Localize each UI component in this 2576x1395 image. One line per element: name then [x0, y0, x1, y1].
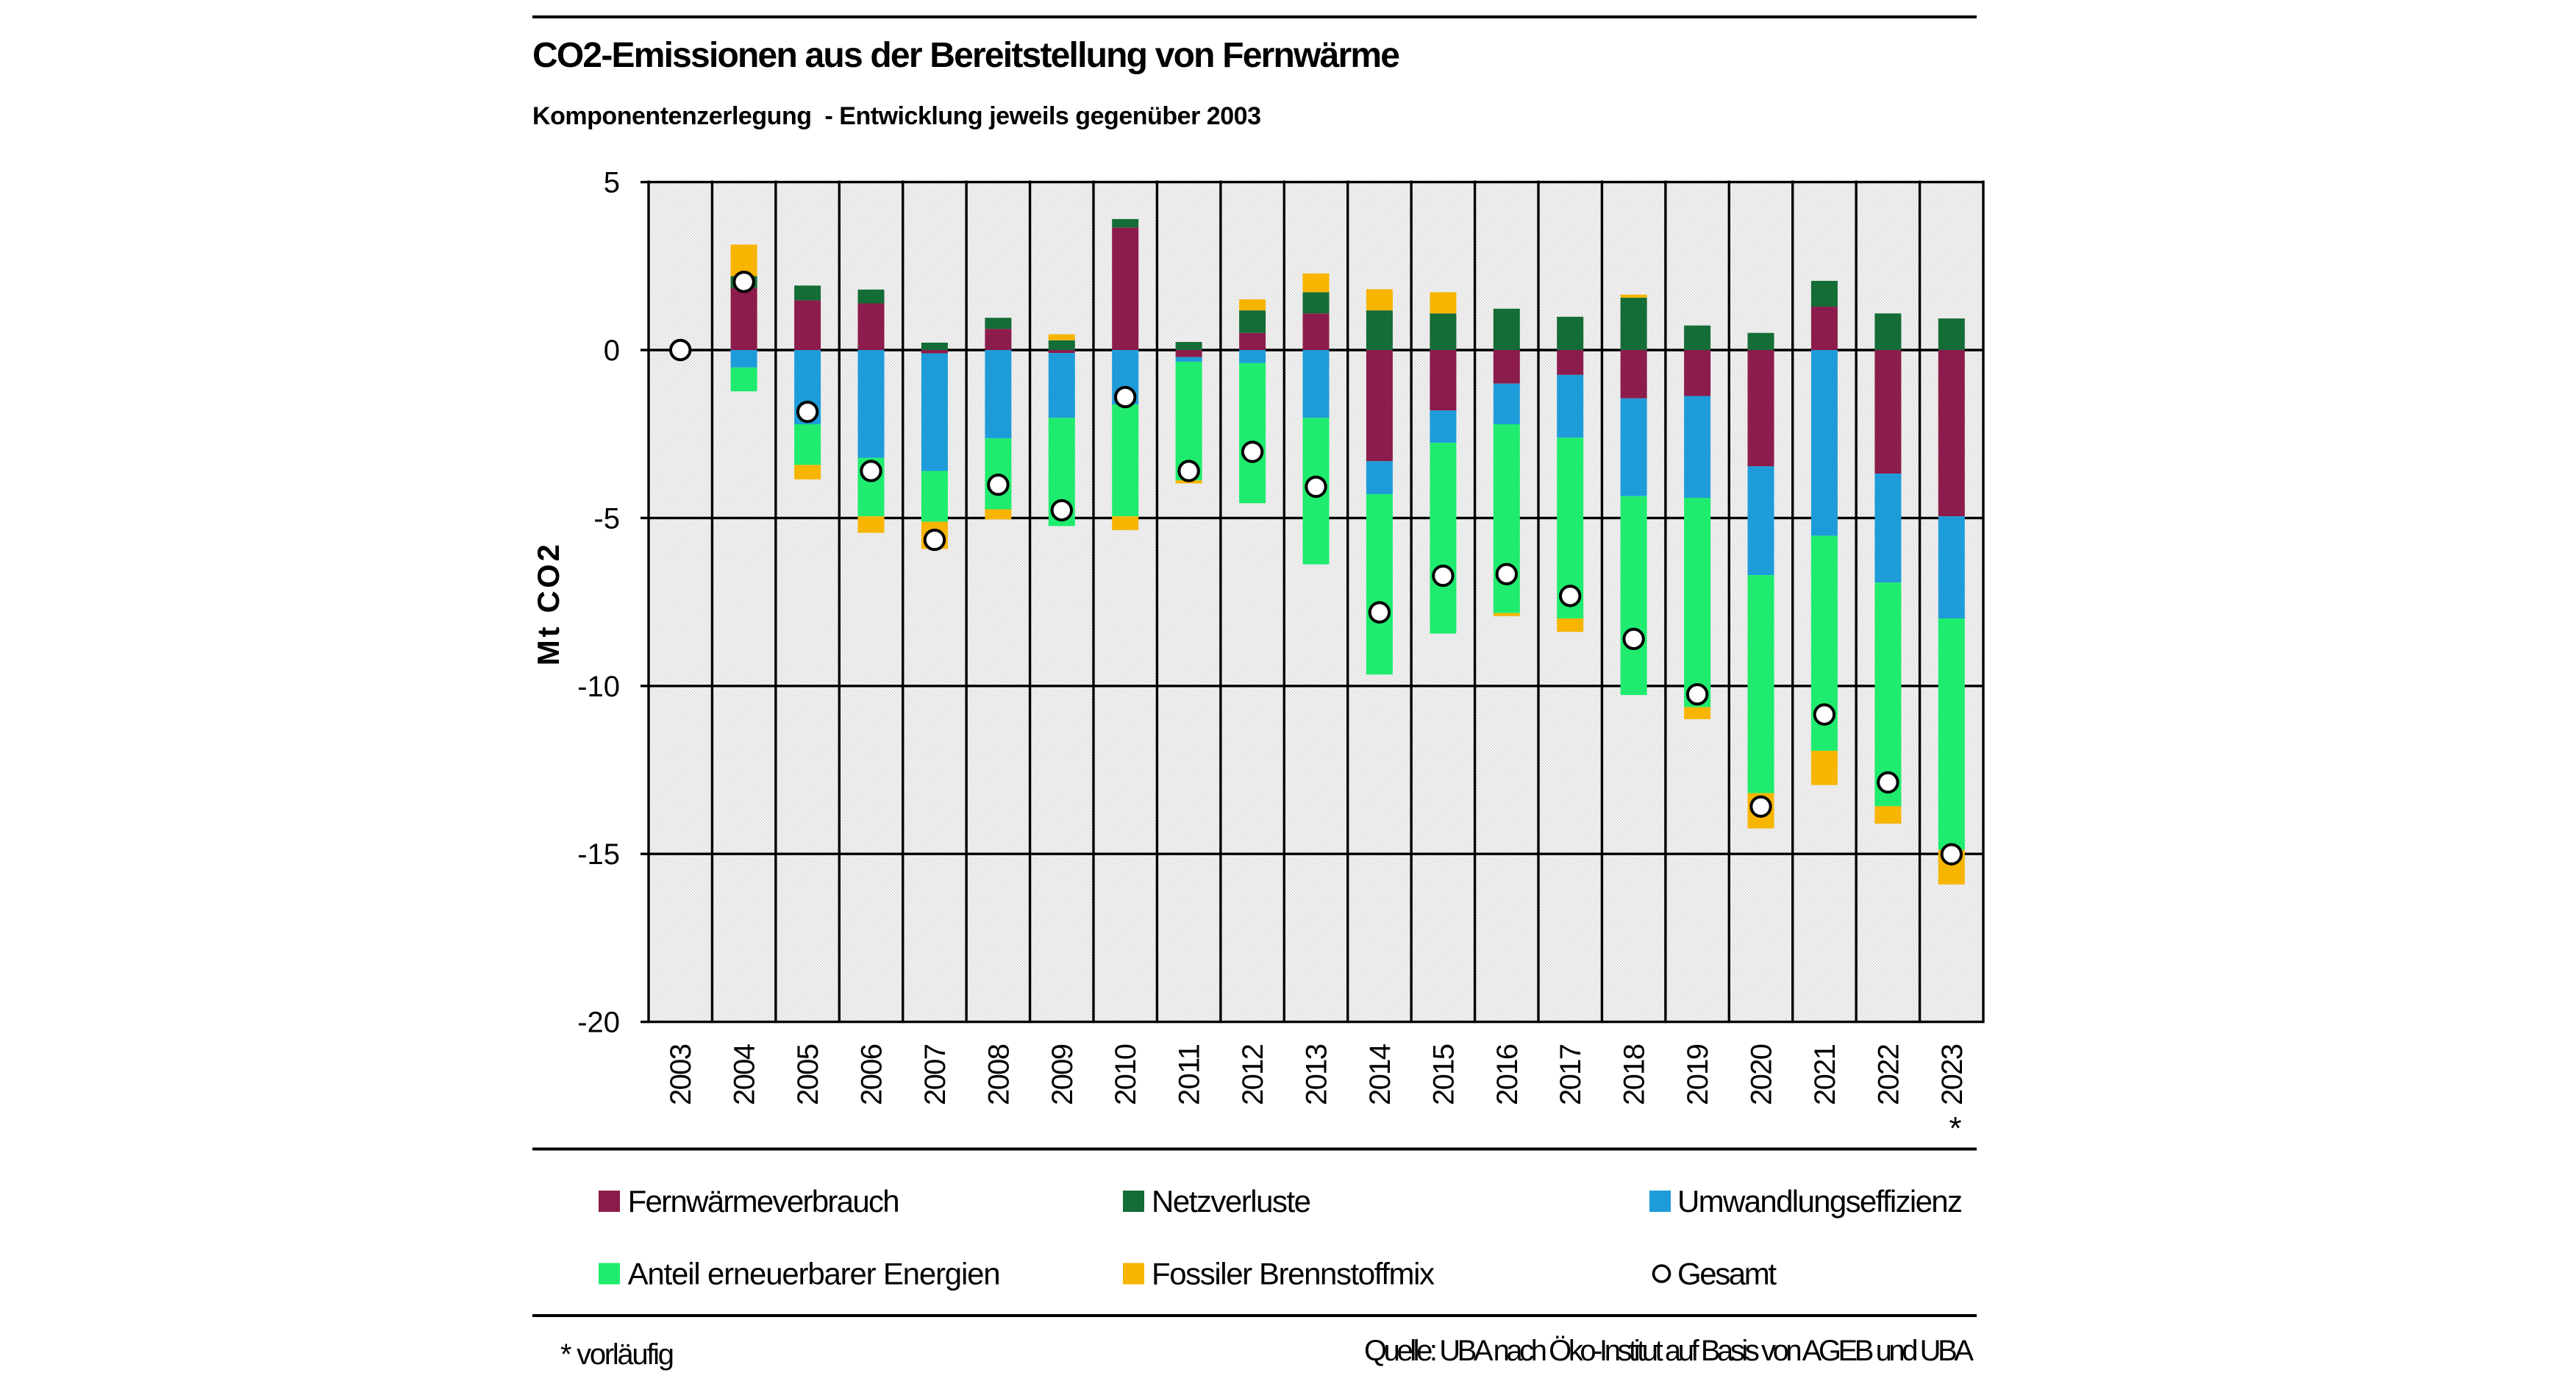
svg-text:2011: 2011: [1174, 1043, 1206, 1105]
svg-text:Fernwärmeverbrauch: Fernwärmeverbrauch: [628, 1184, 900, 1219]
svg-text:Netzverluste: Netzverluste: [1152, 1184, 1311, 1219]
svg-text:Mt CO2: Mt CO2: [531, 544, 565, 666]
svg-text:0: 0: [604, 335, 620, 367]
svg-text:2021: 2021: [1809, 1043, 1841, 1105]
svg-text:2009: 2009: [1046, 1043, 1079, 1105]
svg-text:2010: 2010: [1110, 1043, 1142, 1105]
svg-text:Quelle: UBA nach Öko-Institut: Quelle: UBA nach Öko-Institut auf Basis …: [1364, 1335, 1974, 1367]
svg-text:2005: 2005: [792, 1043, 824, 1105]
svg-text:-5: -5: [593, 502, 620, 535]
svg-text:2017: 2017: [1555, 1043, 1587, 1105]
svg-text:Anteil erneuerbarer Energien: Anteil erneuerbarer Energien: [628, 1257, 1001, 1291]
svg-text:2008: 2008: [982, 1043, 1015, 1105]
svg-text:2019: 2019: [1682, 1043, 1714, 1105]
svg-text:-15: -15: [577, 838, 620, 871]
svg-text:2022: 2022: [1872, 1043, 1905, 1105]
svg-text:2004: 2004: [729, 1043, 761, 1105]
svg-text:2015: 2015: [1427, 1043, 1460, 1105]
svg-text:5: 5: [604, 167, 620, 199]
svg-text:2016: 2016: [1491, 1043, 1524, 1105]
svg-text:Umwandlungseffizienz: Umwandlungseffizienz: [1677, 1184, 1963, 1219]
svg-text:2003: 2003: [665, 1043, 697, 1105]
svg-text:2018: 2018: [1619, 1043, 1651, 1105]
svg-text:-20: -20: [577, 1007, 620, 1039]
svg-text:*: *: [1949, 1110, 1961, 1146]
svg-text:2023: 2023: [1936, 1043, 1969, 1105]
svg-text:Komponentenzerlegung - Entwic: Komponentenzerlegung - Entwicklung jewei…: [532, 102, 1261, 130]
svg-text:2013: 2013: [1301, 1043, 1333, 1105]
svg-text:* vorläufig: * vorläufig: [560, 1338, 674, 1371]
svg-text:2020: 2020: [1746, 1043, 1778, 1105]
svg-text:2014: 2014: [1364, 1043, 1396, 1105]
svg-text:Gesamt: Gesamt: [1677, 1257, 1777, 1291]
svg-text:2012: 2012: [1237, 1043, 1269, 1105]
svg-text:2007: 2007: [919, 1043, 952, 1105]
svg-text:-10: -10: [577, 671, 620, 703]
svg-text:2006: 2006: [856, 1043, 888, 1105]
svg-text:Fossiler Brennstoffmix: Fossiler Brennstoffmix: [1152, 1257, 1435, 1291]
svg-text:CO2-Emissionen aus der Bereits: CO2-Emissionen aus der Bereitstellung vo…: [532, 36, 1400, 75]
